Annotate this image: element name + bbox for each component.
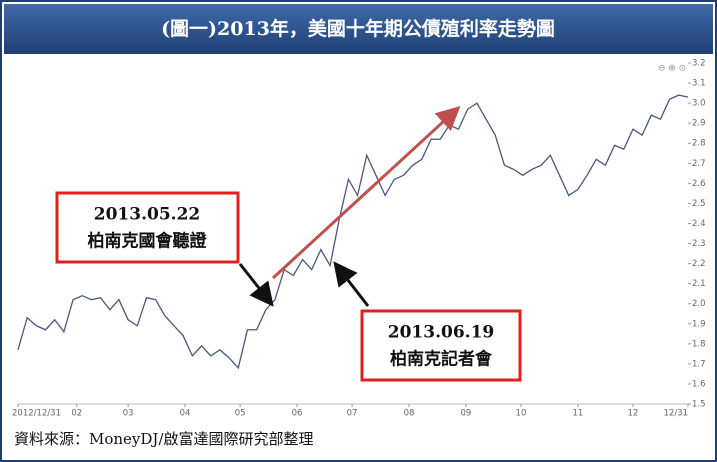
- x-tick-label: 04: [180, 409, 191, 419]
- y-tick-label: 2.2: [692, 259, 706, 269]
- y-tick-label: 1.5: [692, 400, 706, 410]
- y-tick-label: 2.0: [692, 299, 706, 309]
- annotation-date: 2013.06.19: [388, 323, 494, 343]
- y-tick-label: 2.3: [692, 239, 706, 249]
- plot: 1.5 1.6 1.7 1.8 1.9 2.0 2.1 2.2 2.3 2.4 2.5 2.6 2.7 2…: [12, 59, 706, 419]
- y-tick-label: 2.7: [692, 159, 706, 169]
- y-tick-label: 1.6: [692, 379, 706, 389]
- y-tick-label: 2.5: [692, 199, 706, 209]
- y-tick-label: 2.1: [692, 279, 706, 289]
- x-tick-label: 2012/12/31: [12, 409, 61, 419]
- x-tick-label: 10: [516, 409, 527, 419]
- annotation-box: [55, 191, 240, 264]
- x-tick-label: 08: [404, 409, 415, 419]
- x-tick-label: 02: [71, 409, 82, 419]
- y-tick-label: 1.9: [692, 319, 706, 329]
- annotation-label: 柏南克記者會: [390, 349, 493, 370]
- x-tick-label: 05: [235, 409, 246, 419]
- y-tick-label: 2.9: [692, 119, 706, 129]
- x-tick-label: 12: [628, 409, 639, 419]
- chart-title: (圖一)2013年，美國十年期公債殖利率走勢圖: [161, 17, 555, 40]
- annotation-box: [360, 309, 522, 382]
- y-tick-label: 3.2: [692, 59, 706, 69]
- y-tick-label: 2.6: [692, 179, 706, 189]
- x-tick-label: 09: [460, 409, 471, 419]
- x-tick-label: 12/31: [664, 409, 689, 419]
- y-tick-label: 2.4: [692, 219, 706, 229]
- title-bar: [4, 4, 713, 54]
- zoom-icons[interactable]: ⊖ ⊕ ⊙: [658, 64, 686, 74]
- arrow: [238, 263, 274, 307]
- annotation-label: 柏南克國會聽證: [88, 231, 208, 252]
- arrow: [333, 261, 370, 307]
- y-tick-label: 1.7: [692, 359, 706, 369]
- y-tick-label: 1.8: [692, 339, 706, 349]
- series-line: [17, 94, 689, 370]
- y-tick-label: 2.8: [692, 139, 706, 149]
- trend-arrow: [271, 105, 461, 280]
- x-tick-label: 06: [292, 409, 303, 419]
- x-tick-label: 07: [347, 409, 358, 419]
- y-tick-label: 3.0: [692, 99, 706, 109]
- source: 資料來源：MoneyDJ/啟富達國際研究部整理: [14, 430, 314, 448]
- x-tick-label: 03: [123, 409, 134, 419]
- y-tick-label: 3.1: [692, 79, 706, 89]
- annotation-date: 2013.05.22: [94, 205, 200, 225]
- x-tick-label: 11: [572, 409, 583, 419]
